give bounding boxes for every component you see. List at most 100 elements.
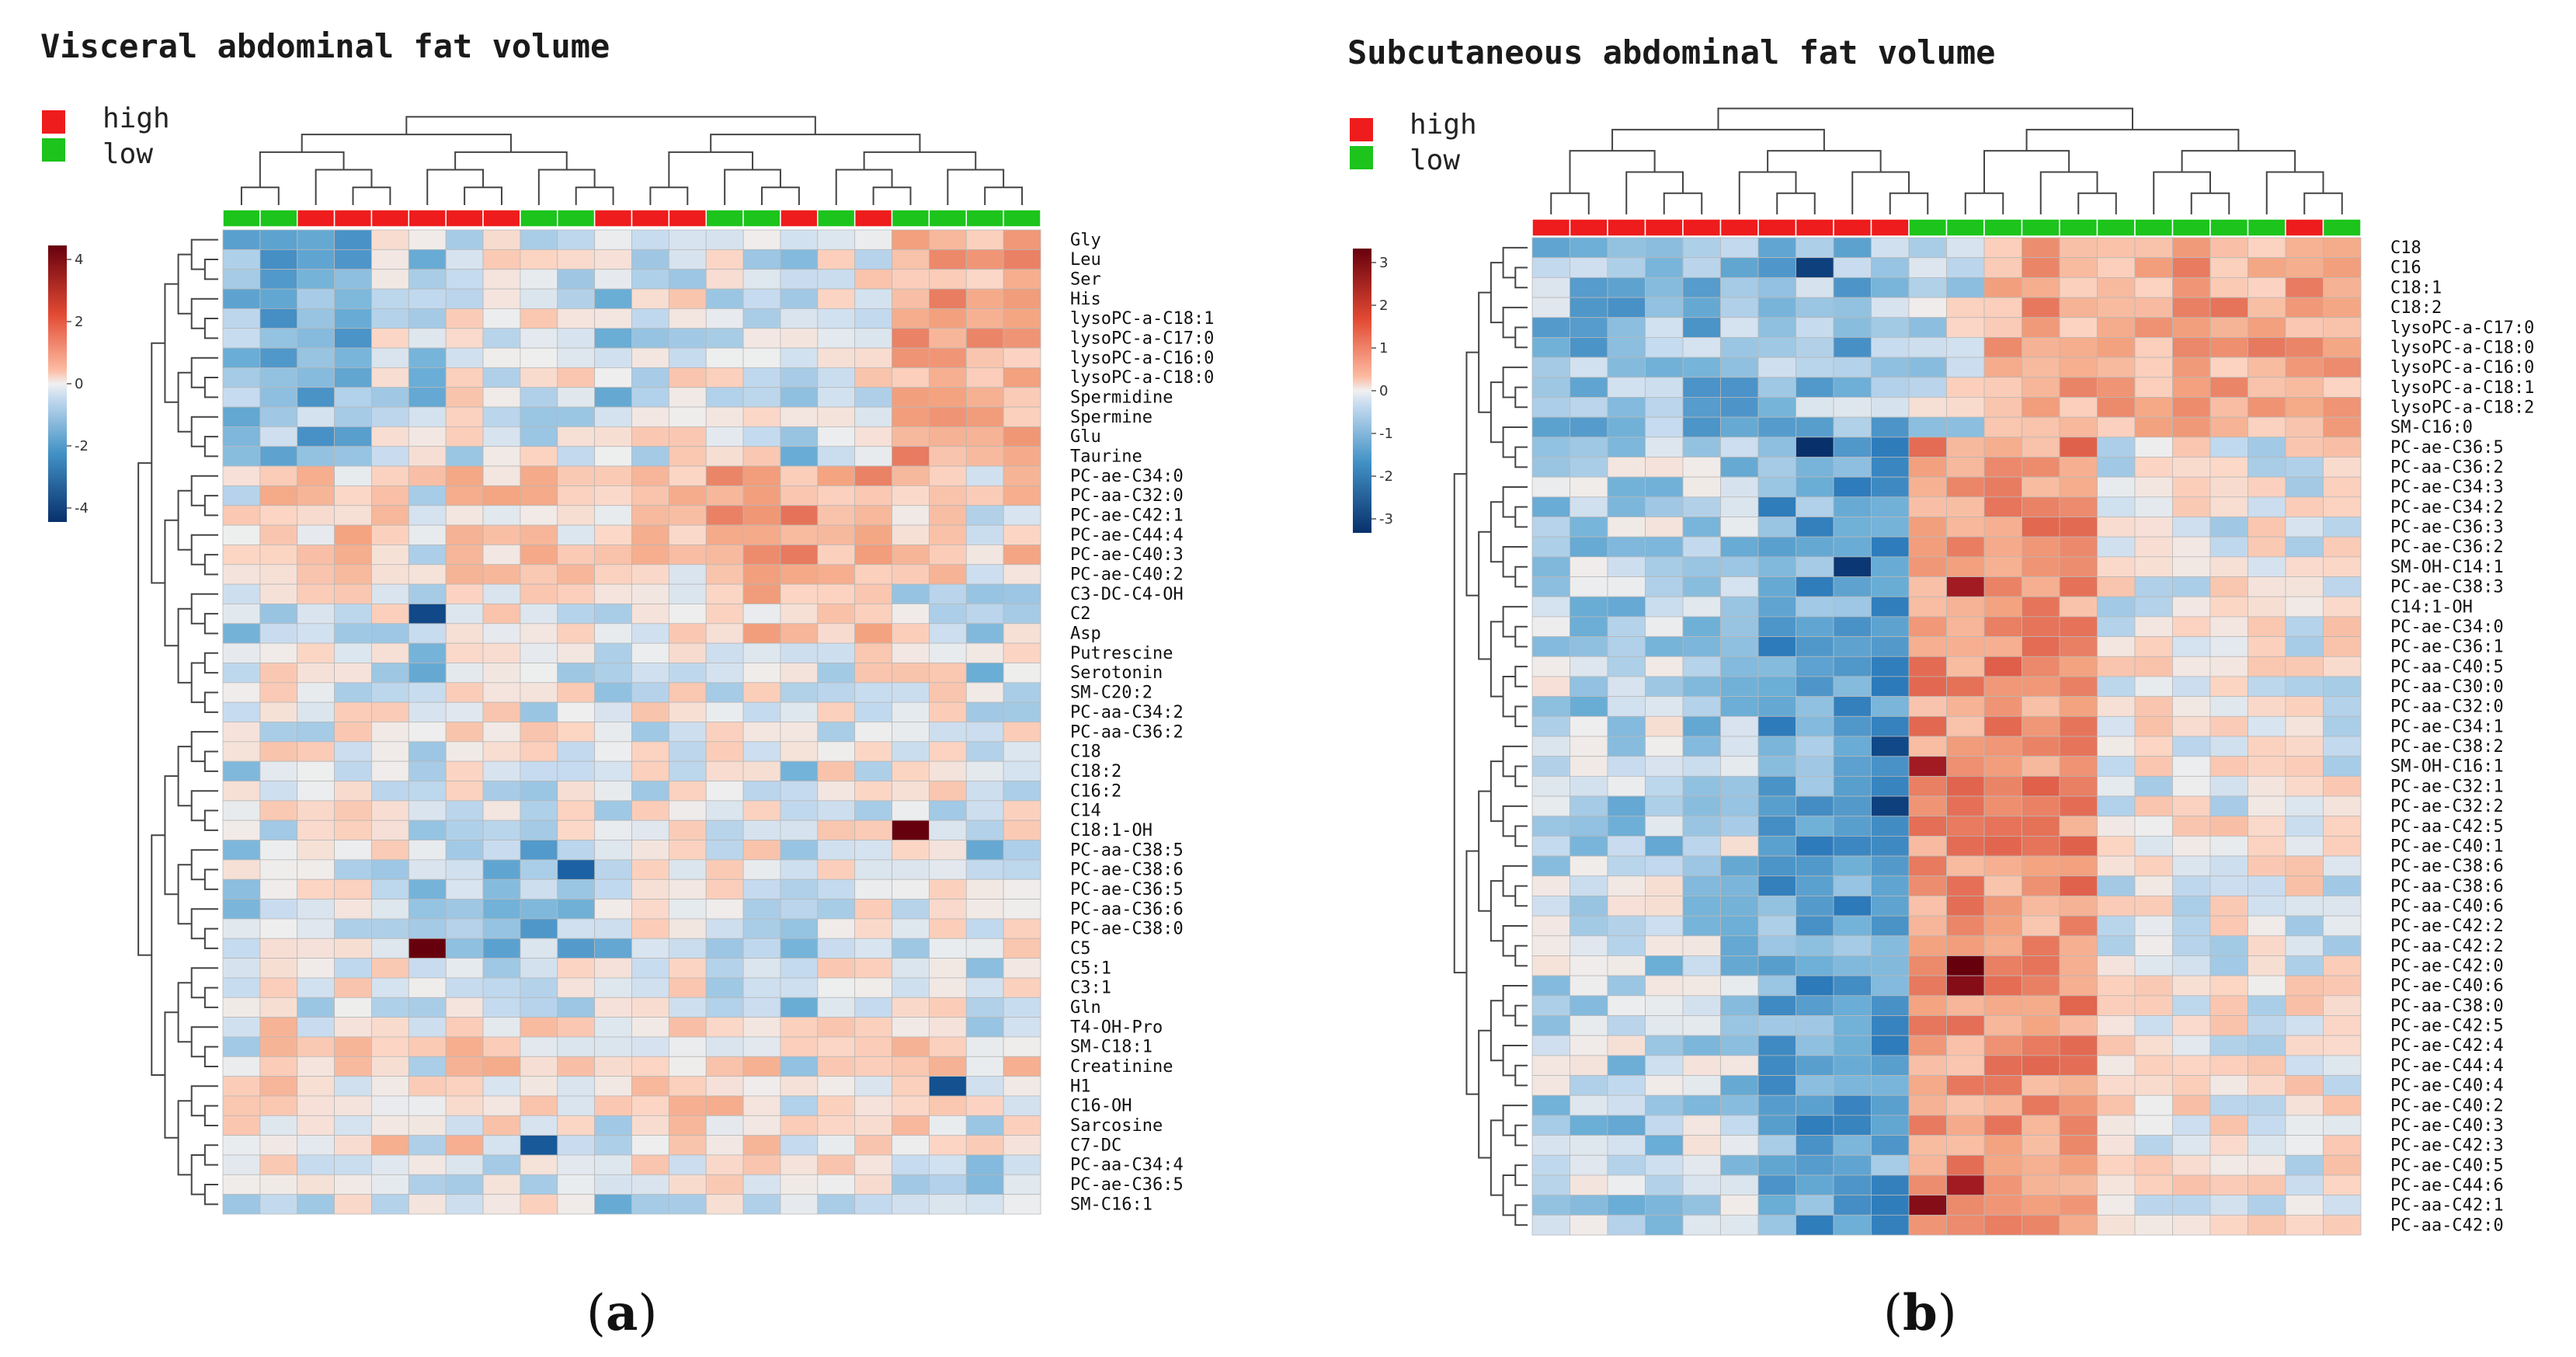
panel-a-heat-cell xyxy=(705,1036,744,1057)
panel-b-heat-cell xyxy=(2059,616,2098,637)
panel-a-heat-cell xyxy=(854,800,892,821)
panel-a-heat-cell xyxy=(520,1095,558,1116)
panel-a-heat-cell xyxy=(705,505,744,526)
panel-a-heat-cell xyxy=(854,308,892,329)
panel-b-row-label: PC-ae-C38:3 xyxy=(2390,578,2504,597)
panel-b-heat-cell xyxy=(2022,317,2060,338)
panel-b-heat-cell xyxy=(2247,696,2286,717)
panel-b-heat-cell xyxy=(2209,397,2248,418)
panel-a-heat-cell xyxy=(334,1076,372,1097)
panel-a-heat-cell xyxy=(929,701,967,722)
panel-a-heat-cell xyxy=(557,1135,596,1156)
panel-b-heat-cell xyxy=(1871,1154,1910,1176)
panel-a-heat-cell xyxy=(817,347,856,368)
panel-b-group-cell xyxy=(2285,218,2324,237)
panel-a-heat-cell xyxy=(259,545,298,565)
panel-b-heat-cell xyxy=(2247,935,2286,956)
panel-b-heat-cell xyxy=(2323,816,2362,837)
panel-a-heat-cell xyxy=(892,682,930,703)
panel-b-heat-cell xyxy=(1682,1174,1721,1196)
panel-b-heat-cell xyxy=(1570,855,1608,877)
panel-a-heat-cell xyxy=(742,1036,781,1057)
panel-b-heat-cell xyxy=(2059,1055,2098,1076)
panel-a-heat-cell xyxy=(594,958,632,979)
panel-b-heat-cell xyxy=(2059,656,2098,677)
panel-b-heat-cell xyxy=(2097,616,2136,637)
panel-a-heat-cell xyxy=(1003,387,1041,408)
panel-a-heat-cell xyxy=(742,564,781,585)
panel-b-heat-cell xyxy=(2022,855,2060,877)
panel-a-heat-cell xyxy=(929,485,967,506)
panel-b-heat-cell xyxy=(2022,935,2060,956)
panel-a-heat-cell xyxy=(445,722,484,743)
panel-b-heat-cell xyxy=(1682,397,1721,418)
panel-a-row-label: lysoPC-a-C16:0 xyxy=(1070,349,1214,368)
panel-a-row-dendrogram-branch xyxy=(177,982,192,1043)
panel-b-heat-cell xyxy=(1833,536,1872,558)
panel-a-row-label: PC-aa-C34:2 xyxy=(1070,703,1184,722)
panel-a-heat-cell xyxy=(334,1194,372,1215)
panel-b-heat-cell xyxy=(1531,1195,1570,1216)
panel-a-heat-cell xyxy=(557,977,596,998)
panel-a-heat-cell xyxy=(817,446,856,467)
panel-b-heat-cell xyxy=(2247,955,2286,976)
panel-b-heat-cell xyxy=(1645,1135,1684,1156)
panel-b-heat-cell xyxy=(2172,756,2211,777)
panel-a-heat-cell xyxy=(482,446,521,467)
panel-b-heat-cell xyxy=(1796,935,1834,956)
panel-b-heat-cell xyxy=(2059,636,2098,657)
panel-b-heat-cell xyxy=(2323,457,2362,478)
panel-a-heat-cell xyxy=(631,485,669,506)
panel-a-heat-cell xyxy=(1003,524,1041,545)
panel-b-heat-cell xyxy=(2097,935,2136,956)
panel-a-heat-cell xyxy=(445,1095,484,1116)
panel-b-heat-cell xyxy=(2134,995,2173,1016)
panel-a-heat-cell xyxy=(1003,958,1041,979)
panel-b-heat-cell xyxy=(1983,576,2022,597)
panel-b-heat-cell xyxy=(1871,297,1910,318)
panel-b-heat-cell xyxy=(1531,975,1570,997)
panel-b-heat-cell xyxy=(1682,836,1721,857)
panel-b-heat-cell xyxy=(1946,1174,1985,1196)
panel-a-group-cell xyxy=(668,209,707,228)
panel-a-heat-cell xyxy=(259,1154,298,1175)
panel-b-heat-cell xyxy=(2172,1015,2211,1036)
panel-a-heat-cell xyxy=(297,800,335,821)
panel-a-heat-cell xyxy=(705,308,744,329)
panel-b-heat-cell xyxy=(2247,775,2286,797)
panel-a-heat-cell xyxy=(892,583,930,604)
panel-b-heat-cell xyxy=(1682,656,1721,677)
panel-b-heat-cell xyxy=(1796,1035,1834,1056)
panel-b-heat-cell xyxy=(1871,416,1910,438)
panel-a-heat-cell xyxy=(222,741,261,762)
panel-a-heat-cell xyxy=(854,1056,892,1077)
panel-a-heat-cell xyxy=(297,958,335,979)
panel-a-heat-cell xyxy=(705,446,744,467)
panel-a-heat-cell xyxy=(929,859,967,880)
panel-a-heat-cell xyxy=(445,1194,484,1215)
panel-b-heat-cell xyxy=(2022,915,2060,937)
panel-b-heat-cell xyxy=(1570,736,1608,757)
panel-b-heat-cell xyxy=(2059,496,2098,517)
panel-a-heat-cell xyxy=(892,781,930,802)
panel-a-heat-cell xyxy=(817,387,856,408)
panel-b-row-label: PC-ae-C42:4 xyxy=(2390,1036,2504,1056)
panel-b-row-label: SM-C16:0 xyxy=(2390,418,2473,437)
panel-a-heat-cell xyxy=(259,1056,298,1077)
panel-a-heat-cell xyxy=(892,524,930,545)
panel-a-heat-cell xyxy=(742,426,781,447)
panel-b-heat-cell xyxy=(2285,237,2324,259)
panel-a-heat-cell xyxy=(482,505,521,526)
panel-b-heat-cell xyxy=(1983,676,2022,698)
panel-b-heat-cell xyxy=(2247,616,2286,637)
panel-b-heat-cell xyxy=(2247,1055,2286,1076)
panel-a-row-dendrogram-branch xyxy=(203,868,218,890)
panel-b-heat-cell xyxy=(2172,277,2211,298)
panel-b-heat-cell xyxy=(2285,297,2324,318)
panel-a-heat-cell xyxy=(594,760,632,781)
panel-a-row-label: H1 xyxy=(1070,1077,1091,1096)
panel-a-row-label: Glu xyxy=(1070,427,1101,447)
panel-a-heat-cell xyxy=(297,840,335,861)
panel-b-heat-cell xyxy=(1871,496,1910,517)
panel-b-heat-cell xyxy=(2209,257,2248,278)
